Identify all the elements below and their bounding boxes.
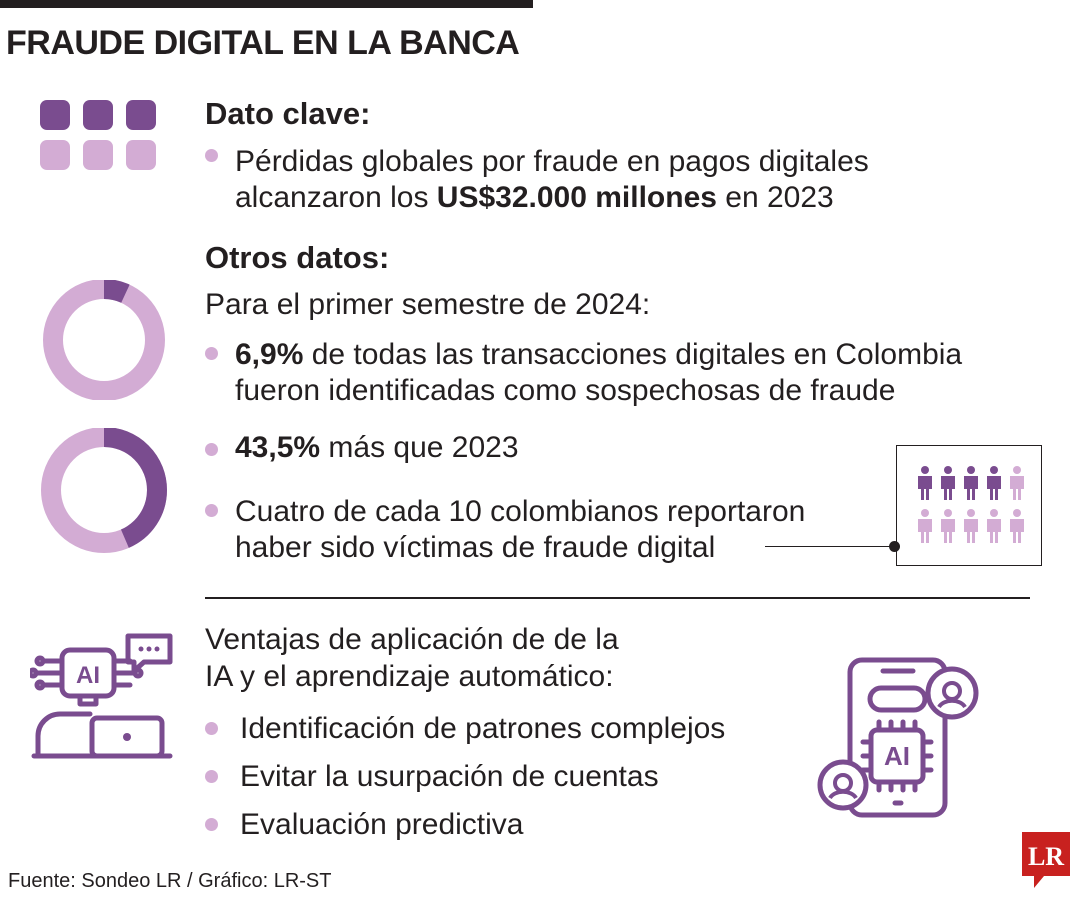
person-icon	[1010, 466, 1024, 500]
person-icon	[987, 466, 1001, 500]
ai-item-1: Identificación de patrones complejos	[240, 712, 726, 745]
bullet	[205, 443, 218, 456]
square-dark-3	[126, 100, 156, 130]
bullet	[205, 504, 218, 517]
square-light-2	[83, 140, 113, 170]
source-footer: Fuente: Sondeo LR / Gráfico: LR-ST	[8, 870, 332, 892]
square-light-3	[126, 140, 156, 170]
donut-chart-6-9	[43, 280, 165, 400]
ai-item-3: Evaluación predictiva	[240, 808, 524, 841]
magnifier-bottom	[817, 759, 869, 811]
person-icon	[964, 509, 978, 543]
page-title: FRAUDE DIGITAL EN LA BANCA	[6, 24, 520, 62]
item2-line: 43,5% más que 2023	[235, 430, 519, 466]
square-dark-2	[83, 100, 113, 130]
key-fact-year: en 2023	[716, 181, 834, 214]
person-icon	[964, 466, 978, 500]
person-icon	[918, 466, 932, 500]
ai-heading-line2: IA y el aprendizaje automático:	[205, 660, 614, 693]
ai-label: AI	[76, 662, 100, 689]
ai-item-2: Evitar la usurpación de cuentas	[240, 760, 659, 793]
person-icon	[1010, 509, 1024, 543]
item3-line1: Cuatro de cada 10 colombianos reportaron	[235, 495, 806, 528]
item1-line1: 6,9% de todas las transacciones digitale…	[235, 337, 962, 373]
item3-line2: haber sido víctimas de fraude digital	[235, 531, 716, 564]
square-dark-1	[40, 100, 70, 130]
item1-text: de todas las transacciones digitales en …	[303, 338, 963, 371]
bullet	[205, 818, 218, 831]
item2-text: más que 2023	[320, 431, 519, 464]
key-fact-line2: alcanzaron los US$32.000 millones en 202…	[235, 180, 834, 216]
bullet	[205, 347, 218, 360]
item1-percent: 6,9%	[235, 338, 304, 371]
item1-line2: fueron identificadas como sospechosas de…	[235, 374, 896, 407]
key-fact-text: alcanzaron los	[235, 181, 437, 214]
square-light-1	[40, 140, 70, 170]
key-fact-heading: Dato clave:	[205, 96, 371, 131]
other-heading: Otros datos:	[205, 240, 390, 275]
key-fact-line1: Pérdidas globales por fraude en pagos di…	[235, 145, 869, 178]
ai-laptop-icon: AI	[30, 633, 173, 759]
leader-line	[765, 546, 893, 547]
item2-percent: 43,5%	[235, 431, 321, 464]
section-divider	[205, 597, 1030, 599]
donut1-track	[43, 280, 165, 400]
ai-phone-icon: AI	[817, 657, 979, 818]
bullet	[205, 722, 218, 735]
person-icon	[941, 466, 955, 500]
semester-subheading: Para el primer semestre de 2024:	[205, 288, 651, 321]
person-icon	[941, 509, 955, 543]
phone-ai-label: AI	[884, 741, 910, 771]
lr-logo: LR	[1022, 832, 1070, 888]
bullet	[205, 149, 218, 162]
donut2-value-arc	[41, 428, 167, 553]
key-fact-amount: US$32.000 millones	[436, 181, 717, 214]
person-icon	[918, 509, 932, 543]
donut-chart-43-5	[41, 428, 167, 553]
top-rule	[0, 0, 533, 8]
lr-logo-text: LR	[1028, 842, 1064, 871]
ai-heading-line1: Ventajas de aplicación de de la	[205, 623, 619, 656]
leader-dot	[889, 541, 900, 552]
donut1-value-arc	[43, 280, 165, 400]
people-pictogram	[918, 466, 1024, 543]
bullet	[205, 770, 218, 783]
people-pictogram-box	[896, 445, 1042, 566]
person-icon	[987, 509, 1001, 543]
magnifier-top	[925, 666, 979, 720]
